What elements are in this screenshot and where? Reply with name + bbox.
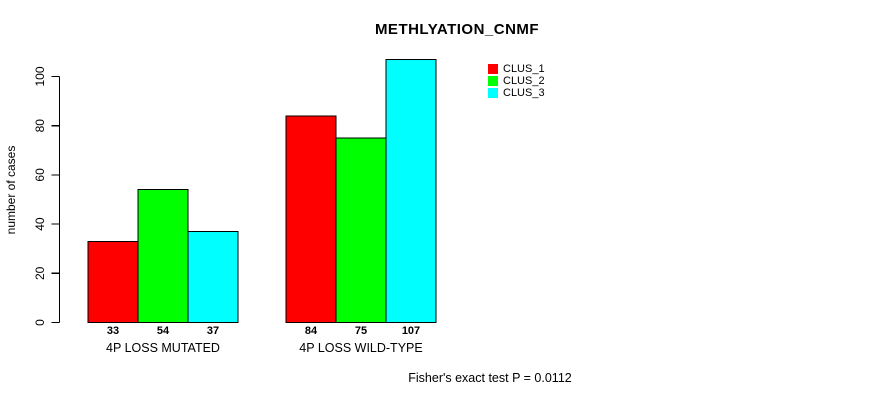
y-axis-tick-label: 100 xyxy=(33,66,47,86)
legend-item: CLUS_1 xyxy=(488,63,545,75)
legend-label: CLUS_1 xyxy=(503,63,545,75)
chart-title: METHLYATION_CNMF xyxy=(374,21,540,38)
bar-value-label: 107 xyxy=(402,325,420,337)
bar-clus_1-group1 xyxy=(87,240,139,324)
bar-value-label: 75 xyxy=(355,325,367,337)
bar-value-label: 33 xyxy=(107,325,119,337)
x-group-label: 4P LOSS WILD-TYPE xyxy=(299,341,422,355)
bar-value-label: 84 xyxy=(305,325,318,337)
y-axis-tick-label: 60 xyxy=(33,168,47,182)
bar-clus_3-group1 xyxy=(187,230,239,323)
y-axis-tick-label: 20 xyxy=(33,266,47,280)
bar-clus_2-group2 xyxy=(335,137,387,323)
bar-value-label: 54 xyxy=(157,325,170,337)
legend-item: CLUS_3 xyxy=(488,87,545,99)
x-group-label: 4P LOSS MUTATED xyxy=(106,341,220,355)
legend-item: CLUS_2 xyxy=(488,75,545,87)
bar-value-label: 37 xyxy=(207,325,219,337)
legend-label: CLUS_2 xyxy=(503,75,545,87)
y-axis-tick-label: 0 xyxy=(33,319,47,326)
annotation-text: Fisher's exact test P = 0.0112 xyxy=(408,371,572,385)
bar-clus_2-group1 xyxy=(137,189,189,323)
legend: CLUS_1 CLUS_2 CLUS_3 xyxy=(488,63,545,99)
legend-swatch-clus_3 xyxy=(488,88,498,98)
legend-swatch-clus_2 xyxy=(488,76,498,86)
legend-swatch-clus_1 xyxy=(488,64,498,74)
y-axis-tick-label: 80 xyxy=(33,119,47,133)
y-axis-tick-label: 40 xyxy=(33,217,47,231)
bar-clus_1-group2 xyxy=(285,115,337,323)
legend-label: CLUS_3 xyxy=(503,87,545,99)
bar-clus_3-group2 xyxy=(385,58,437,323)
